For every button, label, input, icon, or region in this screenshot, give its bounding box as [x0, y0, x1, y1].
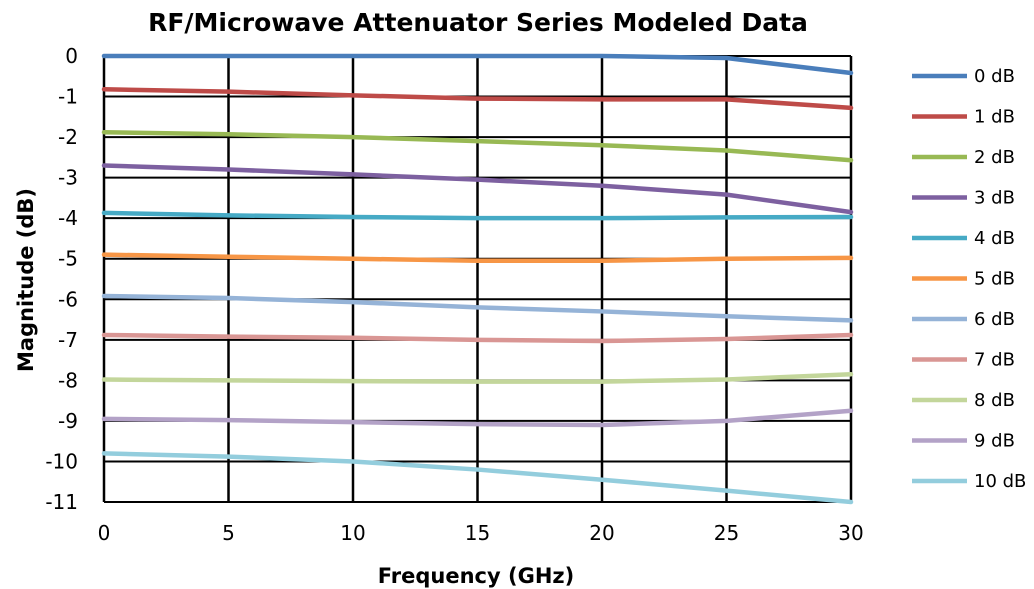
y-tick-label: -5 — [58, 247, 78, 271]
series-line — [101, 129, 854, 163]
legend-label: 0 dB — [974, 66, 1015, 87]
series-line — [101, 293, 854, 323]
series-line — [101, 86, 854, 111]
y-axis-title: Magnitude (dB) — [14, 188, 38, 372]
legend-item: 9 dB — [912, 431, 1015, 452]
legend-label: 2 dB — [974, 147, 1015, 168]
x-tick-label: 10 — [340, 521, 365, 545]
legend-label: 8 dB — [974, 390, 1015, 411]
legend: 0 dB 1 dB 2 dB 3 dB 4 dB 5 dB 6 dB 7 dB 8 dB 9 dB… — [912, 66, 1026, 492]
legend-item: 3 dB — [912, 188, 1015, 209]
legend-item: 6 dB — [912, 309, 1015, 330]
series-line — [101, 332, 854, 344]
y-tick-label: -7 — [58, 328, 78, 352]
y-tick-labels: 0 -1 -2 -3 -4 -5 -6 -7 -8 -9 -10 -11 — [45, 44, 78, 514]
y-tick-label: -9 — [58, 409, 78, 433]
series-line — [101, 210, 854, 221]
y-tick-label: -6 — [58, 287, 78, 311]
series-line — [101, 163, 854, 215]
y-tick-label: 0 — [65, 44, 78, 68]
series-layer — [101, 53, 854, 505]
legend-item: 7 dB — [912, 350, 1015, 371]
x-tick-labels: 0 5 10 15 20 25 30 — [98, 521, 864, 545]
legend-item: 10 dB — [912, 471, 1026, 492]
legend-label: 1 dB — [974, 107, 1015, 128]
x-tick-label: 20 — [589, 521, 614, 545]
legend-label: 7 dB — [974, 350, 1015, 371]
legend-label: 9 dB — [974, 431, 1015, 452]
x-tick-label: 25 — [714, 521, 739, 545]
series-line — [101, 372, 854, 384]
legend-item: 8 dB — [912, 390, 1015, 411]
series-line — [101, 252, 854, 264]
y-tick-label: -8 — [58, 368, 78, 392]
y-tick-label: -3 — [58, 166, 78, 190]
legend-item: 2 dB — [912, 147, 1015, 168]
legend-item: 0 dB — [912, 66, 1015, 87]
series-line — [101, 53, 854, 76]
x-tick-label: 0 — [98, 521, 111, 545]
legend-item: 4 dB — [912, 228, 1015, 249]
legend-item: 1 dB — [912, 107, 1015, 128]
y-tick-label: -4 — [58, 206, 78, 230]
y-tick-label: -10 — [45, 449, 78, 473]
legend-label: 5 dB — [974, 269, 1015, 290]
series-line — [101, 451, 854, 505]
series-line — [101, 408, 854, 428]
legend-label: 10 dB — [974, 471, 1026, 492]
x-axis-title: Frequency (GHz) — [378, 564, 574, 588]
x-tick-label: 30 — [838, 521, 863, 545]
y-tick-label: -1 — [58, 85, 78, 109]
legend-label: 4 dB — [974, 228, 1015, 249]
x-tick-label: 15 — [465, 521, 490, 545]
y-tick-label: -2 — [58, 125, 78, 149]
chart-title: RF/Microwave Attenuator Series Modeled D… — [148, 8, 808, 37]
grid — [102, 55, 853, 503]
y-tick-label: -11 — [45, 490, 78, 514]
legend-label: 6 dB — [974, 309, 1015, 330]
x-tick-label: 5 — [222, 521, 235, 545]
legend-label: 3 dB — [974, 188, 1015, 209]
legend-item: 5 dB — [912, 269, 1015, 290]
